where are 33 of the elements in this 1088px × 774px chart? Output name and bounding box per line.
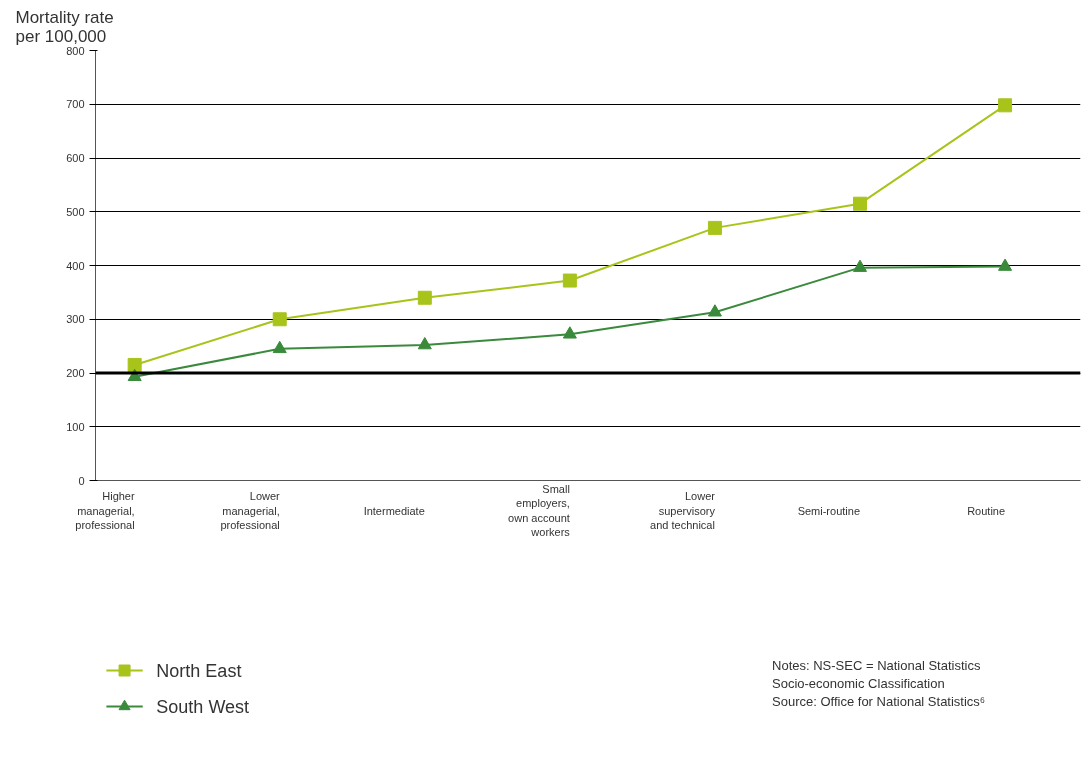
point [562, 273, 577, 288]
x-tick-label: Lower managerial, professional [220, 490, 281, 531]
point [707, 304, 722, 317]
point [417, 290, 432, 305]
point [853, 259, 867, 272]
point [853, 196, 867, 211]
x-tick-label: Higher managerial, professional [75, 490, 135, 531]
y-tick-label: 800 [66, 44, 85, 57]
y-tick-label: 600 [66, 152, 85, 164]
legend-label: North East [156, 660, 242, 681]
point [272, 340, 287, 354]
point [127, 357, 142, 372]
legend-label: South West [156, 696, 250, 717]
y-tick-label: 100 [66, 420, 85, 433]
x-tick-label: Lower supervisory and technical [650, 490, 716, 531]
point [417, 337, 432, 350]
point [272, 312, 287, 327]
y-tick-label: 700 [66, 98, 85, 111]
point [998, 98, 1013, 113]
x-tick-label: Semi-routine [797, 504, 860, 517]
point [707, 220, 722, 235]
text: Notes: NS-SEC = National Statistics Socio-economic Classification Source: Office for National Statistics⁶ [772, 657, 986, 709]
y-tick-label: 400 [66, 259, 85, 272]
x-tick-label: Small employers, own account workers [508, 482, 571, 539]
point [998, 258, 1013, 271]
y-tick-label: 200 [66, 367, 85, 379]
y-tick-label: 0 [78, 474, 85, 487]
y-tick-label: 500 [66, 205, 85, 218]
point [562, 326, 577, 339]
y-tick-label: 300 [66, 313, 85, 326]
y-axis-title: Mortality rate per 100,000 [15, 7, 114, 46]
x-tick-label: Routine [967, 504, 1006, 517]
x-tick-label: Intermediate [363, 504, 425, 517]
